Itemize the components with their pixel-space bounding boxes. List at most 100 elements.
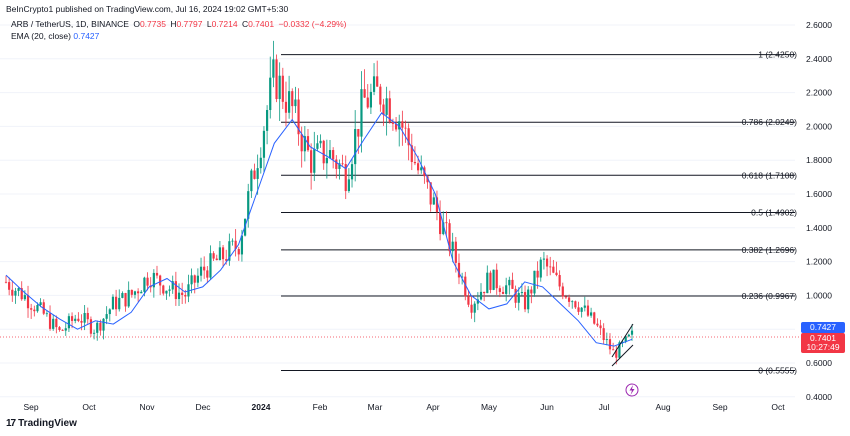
price-tick-label: 1.2000	[806, 257, 832, 267]
candle-body	[127, 289, 130, 307]
candle-body	[86, 312, 89, 320]
candle-body	[388, 98, 391, 122]
ema-legend[interactable]: EMA (20, close) 0.7427	[11, 31, 99, 41]
candle-body	[473, 303, 476, 313]
candle-body	[4, 281, 8, 283]
candle-body	[231, 240, 234, 242]
candle-body	[58, 327, 61, 330]
time-tick-label: Dec	[195, 402, 211, 412]
price-tick-label: 2.6000	[806, 20, 832, 30]
candle-body	[404, 127, 407, 129]
candle-body	[483, 291, 486, 294]
candle-body	[338, 163, 341, 169]
candle-body	[407, 128, 410, 146]
candle-body	[470, 304, 473, 313]
candle-body	[558, 275, 561, 287]
candle-body	[96, 322, 99, 333]
time-tick-label: Sep	[23, 402, 38, 412]
ema-price-tag: 0.7427	[801, 322, 845, 333]
candle-body	[45, 313, 48, 315]
time-tick-label: May	[481, 402, 498, 412]
candle-body	[221, 247, 225, 260]
candle-body	[426, 176, 429, 183]
time-tick-label: Jun	[540, 402, 554, 412]
fib-level-label: 0.618 (1.7108)	[742, 170, 797, 180]
candle-body	[64, 328, 67, 331]
candle-body	[162, 285, 165, 294]
candle-body	[275, 59, 278, 100]
ema-line	[5, 112, 633, 347]
candle-body	[133, 291, 137, 295]
tradingview-footer[interactable]: 17 TradingView	[6, 418, 77, 429]
candle-body	[615, 350, 618, 358]
candle-body	[297, 99, 300, 135]
candle-body	[294, 99, 297, 107]
candle-body	[416, 163, 420, 171]
candle-body	[89, 319, 93, 334]
candle-body	[577, 307, 580, 312]
candle-body	[316, 143, 319, 149]
low-value: 0.7214	[211, 19, 238, 29]
fib-level-label: 0.382 (1.2696)	[742, 245, 797, 255]
fib-level-label: 0.236 (0.9967)	[742, 291, 797, 301]
candle-body	[196, 275, 199, 283]
candle-body	[99, 322, 102, 331]
candle-body	[193, 275, 196, 283]
candle-body	[514, 288, 517, 303]
candle-body	[159, 275, 162, 286]
candle-body	[350, 164, 354, 180]
candle-body	[55, 318, 58, 328]
candle-body	[83, 312, 86, 323]
open-value: 0.7735	[139, 19, 166, 29]
candle-body	[30, 308, 33, 310]
candle-body	[124, 293, 127, 307]
time-axis: Sep Oct Nov Dec 2024 Feb Mar Apr May Jun Jul Aug Sep…	[23, 402, 785, 412]
candle-body	[143, 277, 146, 292]
close-price-value: 0.7401	[810, 333, 836, 343]
price-tick-label: 1.4000	[806, 223, 832, 233]
candle-body	[234, 240, 237, 250]
candle-body	[624, 336, 627, 342]
time-tick-label: Nov	[139, 402, 155, 412]
candle-body	[209, 253, 212, 278]
candle-body	[212, 253, 215, 259]
candle-body	[121, 293, 124, 298]
candle-body	[608, 339, 612, 350]
candle-body	[70, 316, 74, 321]
candle-body	[225, 259, 228, 261]
candle-body	[376, 76, 379, 87]
low-label: L	[206, 19, 212, 29]
ema-name: EMA (20, close)	[11, 31, 71, 41]
candle-body	[118, 297, 121, 310]
candle-body	[92, 332, 96, 334]
candle-body	[181, 292, 184, 295]
candle-body	[332, 150, 335, 160]
candle-body	[401, 121, 404, 128]
candle-body	[555, 272, 558, 276]
candle-body	[508, 279, 511, 286]
candle-body	[479, 291, 483, 300]
candle-body	[439, 211, 442, 235]
candle-body	[259, 157, 262, 169]
candle-body	[467, 296, 470, 305]
candle-body	[328, 150, 332, 158]
lightning-icon[interactable]	[625, 383, 639, 397]
candle-body	[23, 295, 26, 300]
candle-body	[140, 291, 143, 294]
price-tick-label: 1.6000	[806, 189, 832, 199]
candle-body	[451, 241, 454, 252]
candle-body	[476, 299, 479, 304]
candle-body	[36, 305, 39, 312]
candle-body	[341, 163, 344, 165]
candle-body	[511, 279, 514, 289]
tradingview-brand: TradingView	[18, 418, 77, 429]
symbol-title[interactable]: ARB / TetherUS, 1D, BINANCE	[11, 19, 129, 29]
candle-body	[322, 140, 325, 164]
candle-body	[545, 258, 549, 267]
candle-body	[218, 247, 222, 261]
candle-body	[549, 266, 552, 268]
candle-body	[262, 130, 266, 158]
candle-body	[567, 297, 571, 302]
candle-body	[379, 86, 382, 105]
